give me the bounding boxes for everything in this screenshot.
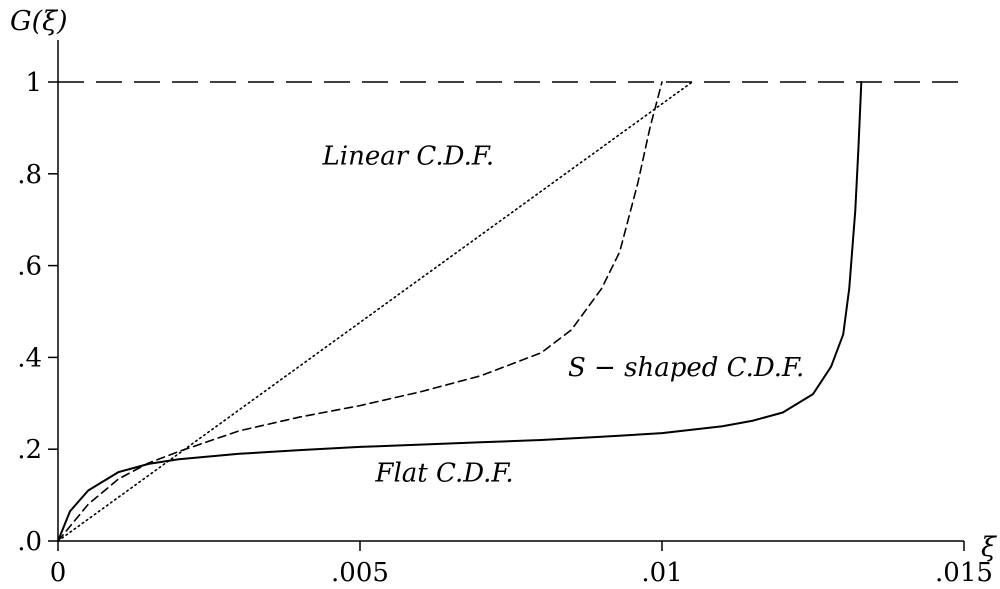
y-tick-label: .2	[17, 435, 42, 465]
series-layer	[57, 81, 964, 542]
series-line-solid	[57, 81, 863, 542]
y-tick-label: 1	[25, 68, 42, 98]
y-tick-label: .4	[17, 343, 42, 373]
x-tick-label: .015	[935, 558, 993, 588]
y-tick-label: .6	[17, 252, 42, 282]
y-tick-label: .8	[17, 160, 42, 190]
series-annotation: Linear C.D.F.	[322, 142, 495, 172]
annotation-layer: Linear C.D.F. S − shaped C.D.F. Flat C.D.F…	[322, 142, 805, 489]
y-tick-label: .0	[17, 527, 42, 557]
y-axis-title: G(ξ)	[10, 6, 68, 37]
x-tick-label: .005	[331, 558, 389, 588]
ticks: 0 .005 .01 .015 .0 .2 .4 .6 .8 1	[17, 68, 993, 588]
axes	[57, 40, 964, 542]
x-tick-label: .01	[641, 558, 682, 588]
series-line-dashed	[57, 81, 663, 542]
x-tick-label: 0	[50, 558, 67, 588]
series-annotation: S − shaped C.D.F.	[568, 353, 804, 383]
series-annotation: Flat C.D.F.	[374, 458, 513, 488]
series-line-dotted	[57, 81, 694, 542]
x-axis-title: ξ	[981, 532, 997, 563]
